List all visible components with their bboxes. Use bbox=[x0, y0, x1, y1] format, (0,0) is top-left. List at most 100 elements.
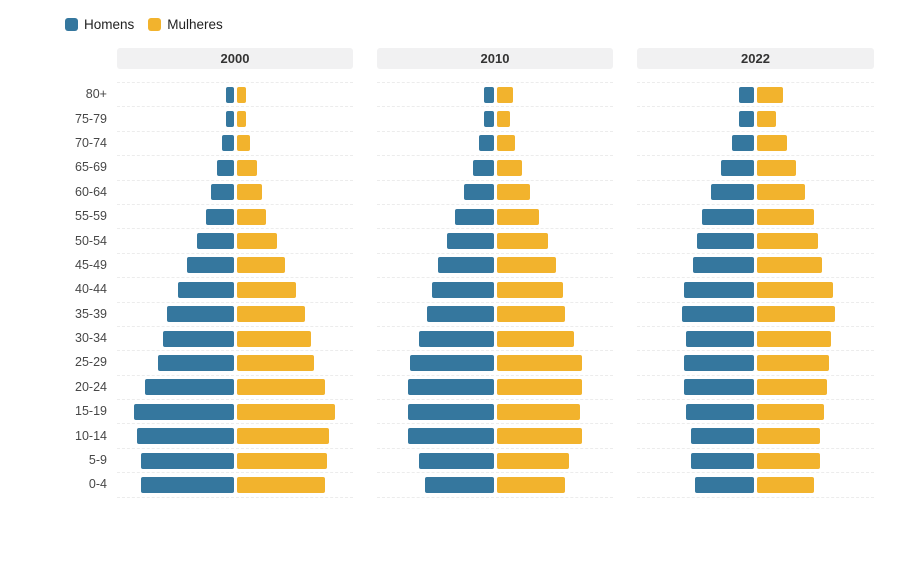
bar-homens-2010-0-4[interactable] bbox=[425, 476, 494, 493]
bar-homens-2000-55-59[interactable] bbox=[205, 208, 234, 225]
bar-homens-2010-15-19[interactable] bbox=[408, 403, 494, 420]
bar-homens-2022-75-79[interactable] bbox=[739, 111, 754, 128]
bar-homens-2010-45-49[interactable] bbox=[437, 257, 494, 274]
bar-homens-2010-55-59[interactable] bbox=[454, 208, 494, 225]
bar-homens-2000-10-14[interactable] bbox=[137, 428, 234, 445]
bar-homens-2010-50-54[interactable] bbox=[447, 233, 494, 250]
bar-homens-2000-75-79[interactable] bbox=[226, 111, 234, 128]
bar-mulheres-2022-15-19[interactable] bbox=[757, 403, 824, 420]
bar-mulheres-2000-20-24[interactable] bbox=[236, 379, 326, 396]
bar-homens-2010-30-34[interactable] bbox=[419, 330, 494, 347]
bar-mulheres-2000-45-49[interactable] bbox=[236, 257, 285, 274]
bar-homens-2022-10-14[interactable] bbox=[691, 428, 754, 445]
bar-homens-2010-35-39[interactable] bbox=[426, 306, 494, 323]
bar-mulheres-2022-35-39[interactable] bbox=[757, 306, 835, 323]
bar-mulheres-2010-80+[interactable] bbox=[496, 86, 514, 103]
bar-homens-2000-30-34[interactable] bbox=[163, 330, 234, 347]
bar-mulheres-2022-70-74[interactable] bbox=[757, 135, 787, 152]
bar-homens-2000-35-39[interactable] bbox=[166, 306, 234, 323]
bar-mulheres-2000-15-19[interactable] bbox=[236, 403, 335, 420]
bar-homens-2010-20-24[interactable] bbox=[408, 379, 494, 396]
bar-mulheres-2010-20-24[interactable] bbox=[496, 379, 582, 396]
bar-homens-2000-45-49[interactable] bbox=[187, 257, 234, 274]
bar-homens-2000-15-19[interactable] bbox=[133, 403, 234, 420]
bar-mulheres-2022-25-29[interactable] bbox=[757, 354, 830, 371]
bar-homens-2000-70-74[interactable] bbox=[222, 135, 234, 152]
bar-homens-2022-60-64[interactable] bbox=[711, 184, 754, 201]
bar-mulheres-2010-50-54[interactable] bbox=[496, 233, 549, 250]
bar-mulheres-2022-30-34[interactable] bbox=[757, 330, 832, 347]
bar-homens-2000-65-69[interactable] bbox=[216, 159, 234, 176]
bar-mulheres-2000-5-9[interactable] bbox=[236, 452, 328, 469]
bar-mulheres-2022-40-44[interactable] bbox=[757, 281, 833, 298]
bar-mulheres-2022-45-49[interactable] bbox=[757, 257, 822, 274]
bar-mulheres-2010-60-64[interactable] bbox=[496, 184, 530, 201]
bar-mulheres-2000-70-74[interactable] bbox=[236, 135, 250, 152]
bar-homens-2022-50-54[interactable] bbox=[696, 233, 754, 250]
bar-homens-2000-0-4[interactable] bbox=[140, 476, 234, 493]
bar-homens-2010-40-44[interactable] bbox=[432, 281, 494, 298]
bar-homens-2000-5-9[interactable] bbox=[140, 452, 234, 469]
bar-homens-2010-60-64[interactable] bbox=[463, 184, 494, 201]
bar-homens-2022-45-49[interactable] bbox=[692, 257, 754, 274]
bar-homens-2000-25-29[interactable] bbox=[157, 354, 234, 371]
bar-mulheres-2000-60-64[interactable] bbox=[236, 184, 263, 201]
bar-mulheres-2000-40-44[interactable] bbox=[236, 281, 296, 298]
bar-homens-2022-15-19[interactable] bbox=[685, 403, 754, 420]
bar-homens-2022-25-29[interactable] bbox=[683, 354, 754, 371]
bar-homens-2000-50-54[interactable] bbox=[196, 233, 234, 250]
bar-mulheres-2010-10-14[interactable] bbox=[496, 428, 582, 445]
bar-mulheres-2010-65-69[interactable] bbox=[496, 159, 523, 176]
bar-homens-2022-30-34[interactable] bbox=[685, 330, 754, 347]
bar-mulheres-2022-50-54[interactable] bbox=[757, 233, 819, 250]
bar-homens-2022-70-74[interactable] bbox=[731, 135, 754, 152]
bar-homens-2000-60-64[interactable] bbox=[211, 184, 234, 201]
bar-mulheres-2000-75-79[interactable] bbox=[236, 111, 246, 128]
bar-homens-2010-65-69[interactable] bbox=[473, 159, 494, 176]
bar-mulheres-2010-5-9[interactable] bbox=[496, 452, 569, 469]
bar-mulheres-2000-0-4[interactable] bbox=[236, 476, 326, 493]
bar-homens-2010-5-9[interactable] bbox=[419, 452, 494, 469]
bar-mulheres-2000-10-14[interactable] bbox=[236, 428, 330, 445]
bar-homens-2022-80+[interactable] bbox=[739, 86, 754, 103]
bar-mulheres-2022-65-69[interactable] bbox=[757, 159, 796, 176]
bar-mulheres-2000-25-29[interactable] bbox=[236, 354, 315, 371]
bar-mulheres-2022-10-14[interactable] bbox=[757, 428, 820, 445]
bar-homens-2000-80+[interactable] bbox=[226, 86, 234, 103]
bar-mulheres-2000-50-54[interactable] bbox=[236, 233, 278, 250]
bar-mulheres-2010-25-29[interactable] bbox=[496, 354, 582, 371]
bar-mulheres-2010-75-79[interactable] bbox=[496, 111, 510, 128]
bar-mulheres-2010-70-74[interactable] bbox=[496, 135, 515, 152]
bar-mulheres-2000-55-59[interactable] bbox=[236, 208, 267, 225]
bar-mulheres-2022-60-64[interactable] bbox=[757, 184, 806, 201]
bar-homens-2000-40-44[interactable] bbox=[177, 281, 234, 298]
bar-homens-2022-5-9[interactable] bbox=[691, 452, 754, 469]
bar-homens-2010-25-29[interactable] bbox=[410, 354, 494, 371]
bar-mulheres-2010-15-19[interactable] bbox=[496, 403, 580, 420]
bar-homens-2010-70-74[interactable] bbox=[478, 135, 494, 152]
bar-mulheres-2022-5-9[interactable] bbox=[757, 452, 820, 469]
bar-homens-2010-10-14[interactable] bbox=[408, 428, 494, 445]
bar-mulheres-2000-35-39[interactable] bbox=[236, 306, 305, 323]
bar-homens-2022-65-69[interactable] bbox=[720, 159, 754, 176]
bar-homens-2010-80+[interactable] bbox=[484, 86, 494, 103]
bar-homens-2022-0-4[interactable] bbox=[694, 476, 754, 493]
bar-mulheres-2022-75-79[interactable] bbox=[757, 111, 776, 128]
bar-homens-2000-20-24[interactable] bbox=[144, 379, 234, 396]
bar-mulheres-2022-55-59[interactable] bbox=[757, 208, 815, 225]
bar-homens-2022-35-39[interactable] bbox=[681, 306, 754, 323]
bar-homens-2022-40-44[interactable] bbox=[683, 281, 754, 298]
bar-mulheres-2000-80+[interactable] bbox=[236, 86, 246, 103]
bar-mulheres-2010-45-49[interactable] bbox=[496, 257, 556, 274]
bar-mulheres-2010-55-59[interactable] bbox=[496, 208, 540, 225]
bar-mulheres-2010-40-44[interactable] bbox=[496, 281, 564, 298]
bar-mulheres-2010-0-4[interactable] bbox=[496, 476, 565, 493]
bar-mulheres-2022-80+[interactable] bbox=[757, 86, 783, 103]
bar-mulheres-2022-20-24[interactable] bbox=[757, 379, 828, 396]
bar-homens-2022-20-24[interactable] bbox=[683, 379, 754, 396]
legend-item-mulheres[interactable]: Mulheres bbox=[148, 17, 223, 32]
legend-item-homens[interactable]: Homens bbox=[65, 17, 134, 32]
bar-mulheres-2000-65-69[interactable] bbox=[236, 159, 257, 176]
bar-homens-2010-75-79[interactable] bbox=[484, 111, 494, 128]
bar-mulheres-2000-30-34[interactable] bbox=[236, 330, 311, 347]
